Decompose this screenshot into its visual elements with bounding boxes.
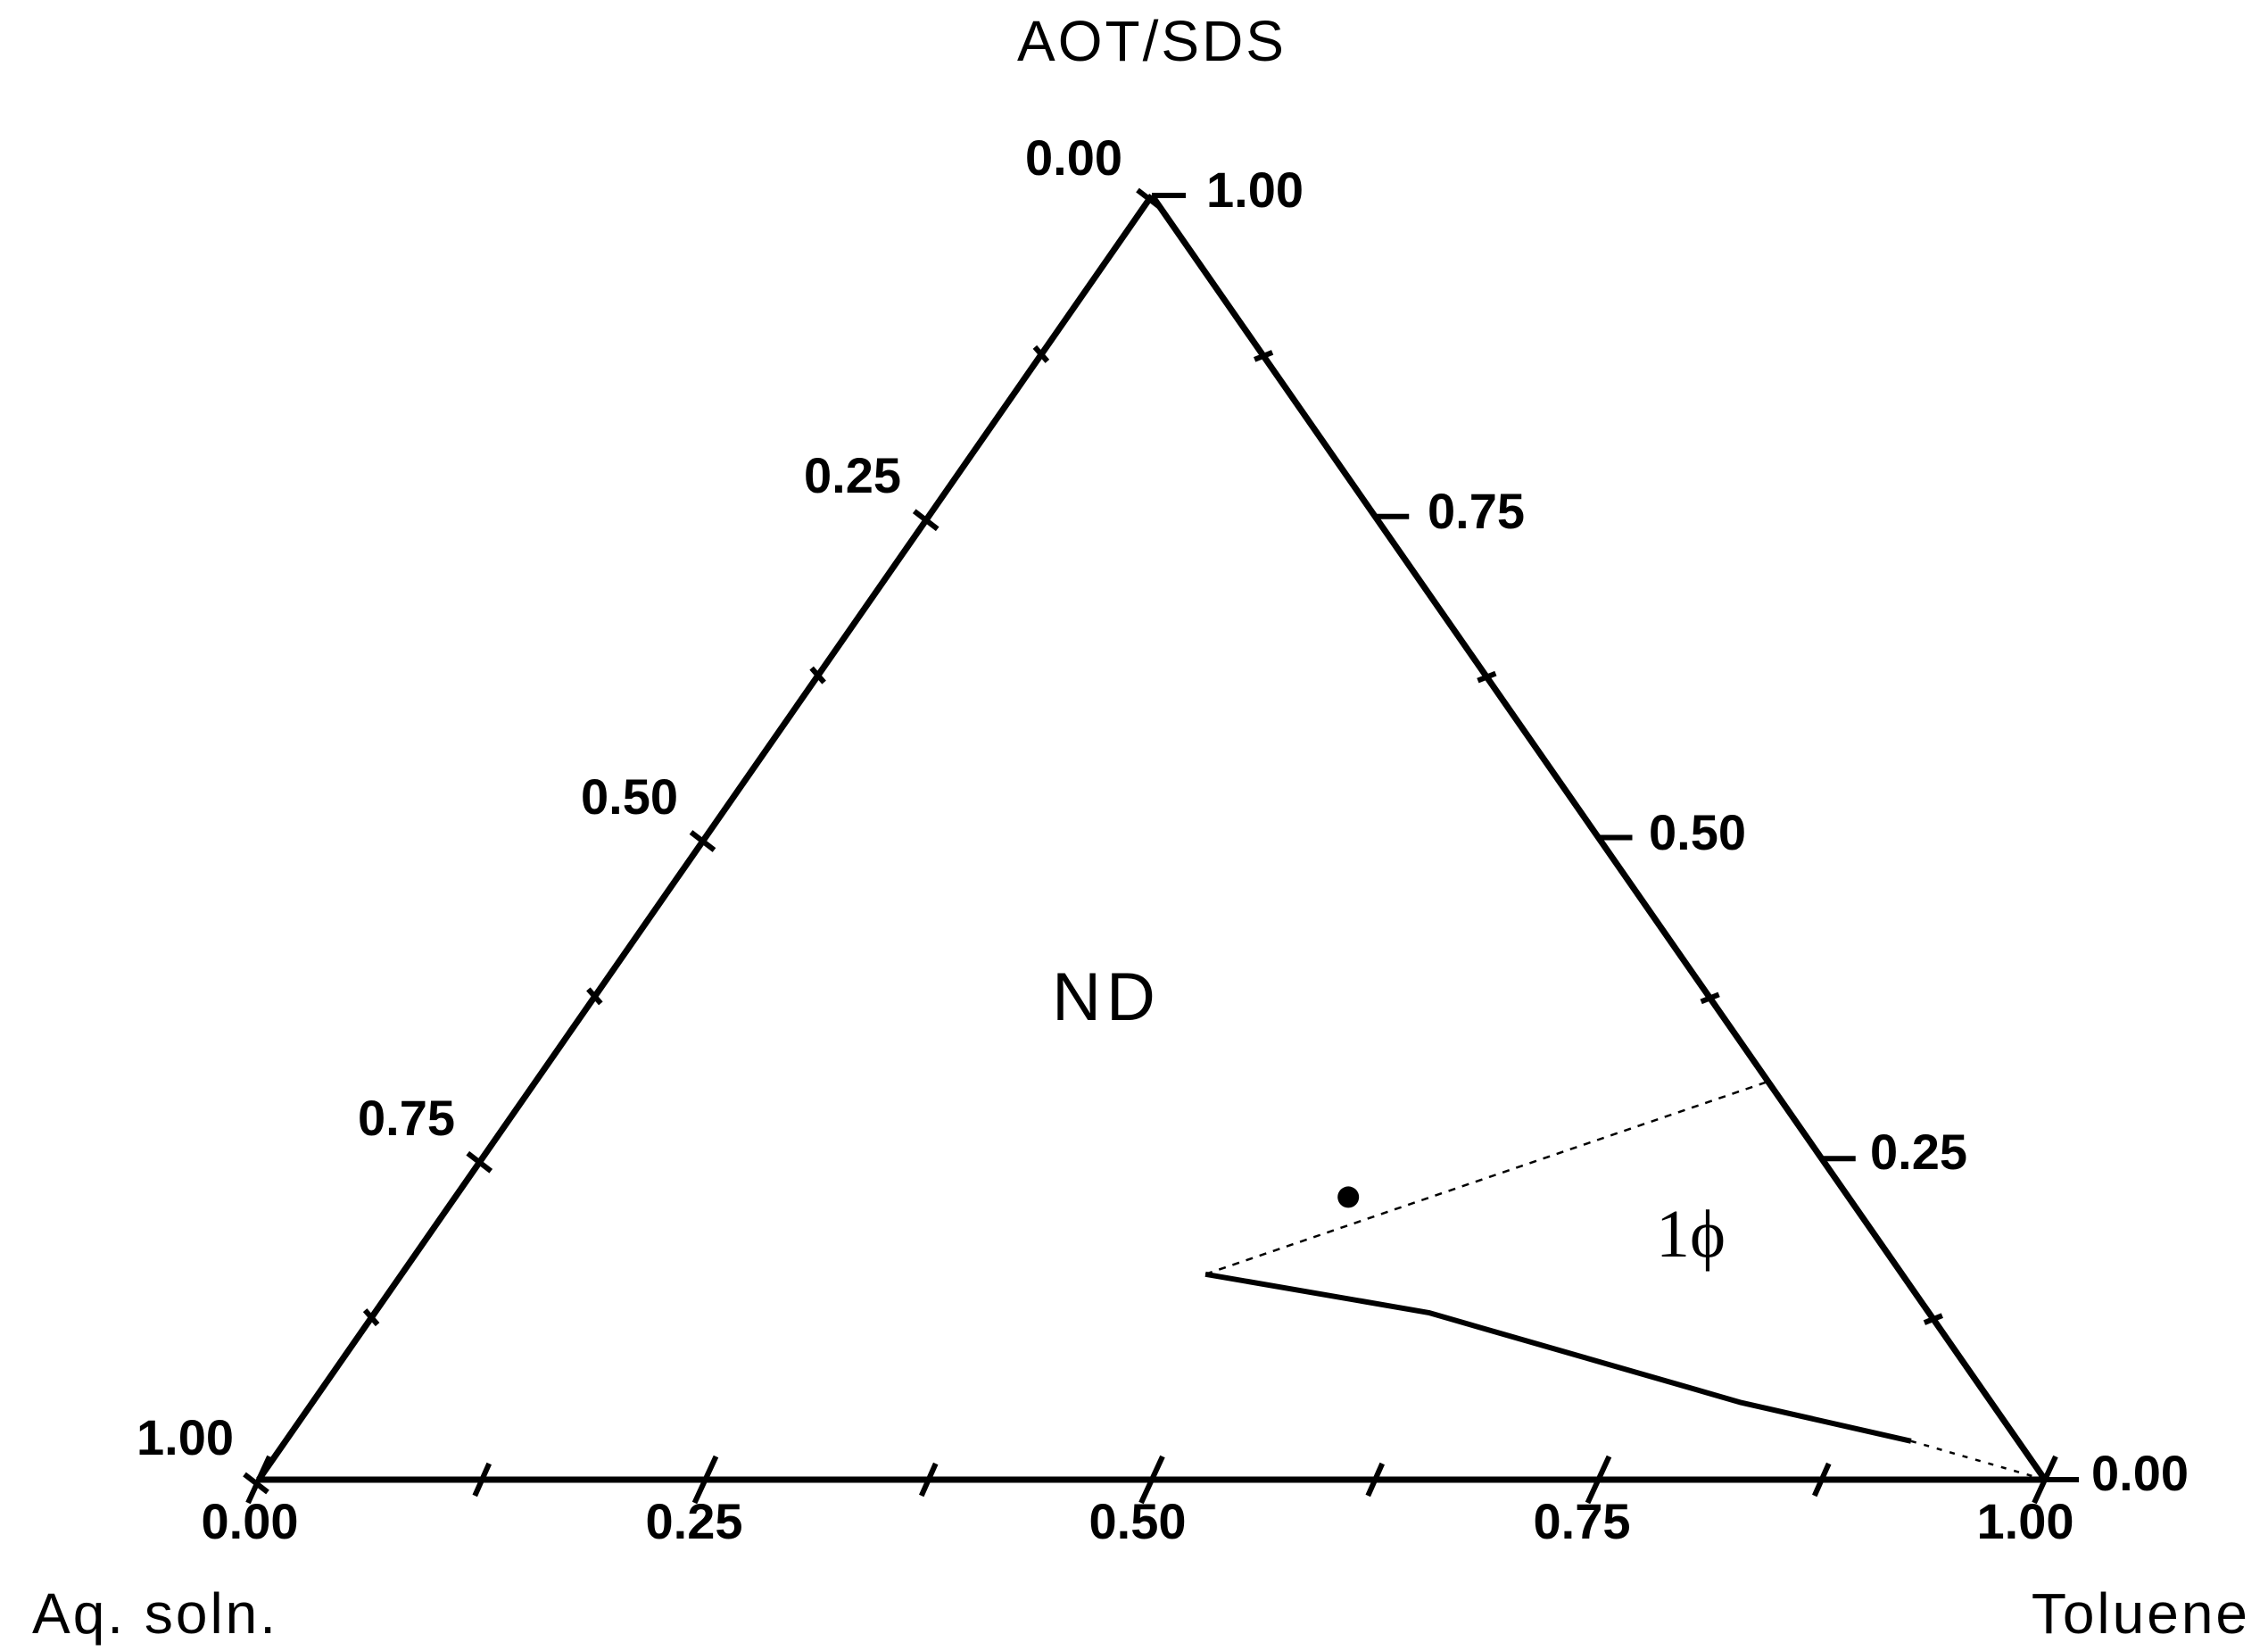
left-axis-tick <box>809 666 826 684</box>
bottom-tick-label: 1.00 <box>1977 1493 2074 1549</box>
left-axis-tick <box>1032 344 1050 363</box>
left-tick-label: 1.00 <box>137 1409 234 1465</box>
bottom-axis-labels: 0.00 0.25 0.50 0.75 1.00 <box>202 1493 2074 1549</box>
left-axis-tick <box>689 830 716 852</box>
bottom-axis-tick <box>1812 1462 1832 1498</box>
left-axis-tick <box>1136 187 1163 211</box>
left-axis-tick <box>362 1308 380 1327</box>
bottom-axis-tick <box>245 1455 272 1505</box>
region-label-nd: ND <box>1052 959 1161 1035</box>
left-tick-label: 0.50 <box>581 768 678 825</box>
phase-boundary-solid <box>1204 1271 1912 1444</box>
right-axis-tick <box>1700 991 1720 1005</box>
bottom-axis-tick <box>1138 1455 1165 1505</box>
bottom-axis-tick <box>1585 1455 1612 1505</box>
left-axis-tick <box>912 509 939 532</box>
right-axis-tick <box>1254 350 1274 362</box>
vertex-label-left: Aq. soln. <box>32 1581 278 1646</box>
bottom-tick-label: 0.25 <box>646 1493 743 1549</box>
right-axis-tick <box>1477 670 1497 684</box>
bottom-axis-tick <box>472 1462 492 1498</box>
bottom-tick-label: 0.50 <box>1089 1493 1187 1549</box>
right-tick-label: 0.25 <box>1870 1124 1967 1180</box>
bottom-axis-tick <box>1365 1462 1385 1498</box>
left-tick-label: 0.75 <box>358 1090 455 1146</box>
left-tick-label: 0.25 <box>804 447 901 503</box>
left-axis-tick <box>243 1472 269 1495</box>
right-axis-labels: 1.00 0.75 0.50 0.25 0.00 <box>1206 162 2189 1501</box>
vertex-label-right: Toluene <box>2032 1581 2250 1646</box>
axis-ticks <box>243 187 2079 1505</box>
left-axis-tick <box>466 1150 493 1174</box>
left-tick-label: 0.00 <box>1025 129 1122 186</box>
right-axis-tick <box>1923 1313 1943 1325</box>
bottom-tick-label: 0.75 <box>1534 1493 1631 1549</box>
left-axis-labels: 0.00 0.25 0.50 0.75 1.00 <box>137 129 1122 1465</box>
bottom-tick-label: 0.00 <box>202 1493 299 1549</box>
vertex-label-top: AOT/SDS <box>1017 9 1287 73</box>
right-tick-label: 0.50 <box>1649 804 1746 860</box>
left-edge <box>256 194 1155 1481</box>
triangle-frame <box>256 194 2048 1483</box>
phase-boundary-dashed-lower <box>1910 1439 2046 1481</box>
bottom-axis-tick <box>691 1455 719 1505</box>
right-tick-label: 1.00 <box>1206 162 1304 218</box>
region-label-one-phase: 1ϕ <box>1656 1197 1726 1272</box>
left-axis-tick <box>586 987 603 1006</box>
marked-composition-point <box>1337 1186 1360 1208</box>
right-tick-label: 0.00 <box>2091 1445 2189 1501</box>
right-tick-label: 0.75 <box>1428 483 1525 539</box>
bottom-axis-tick <box>919 1462 939 1498</box>
